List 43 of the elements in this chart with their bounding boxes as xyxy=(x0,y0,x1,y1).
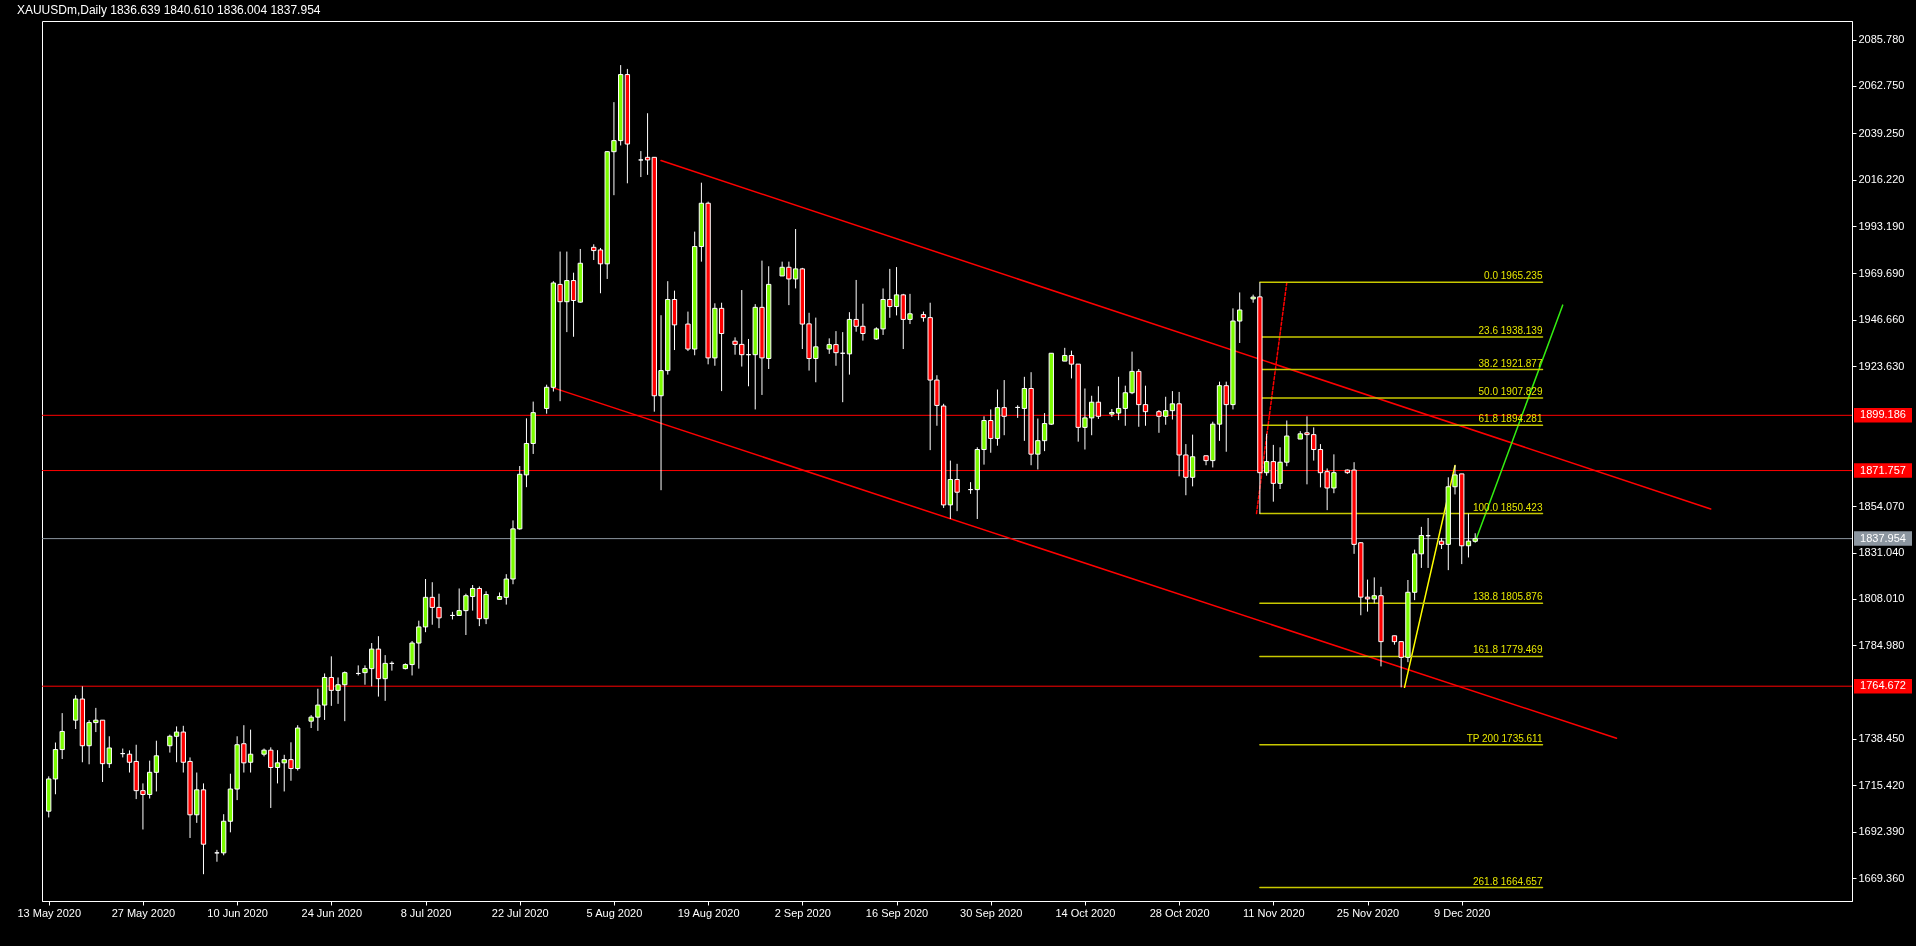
x-tick-label: 19 Aug 2020 xyxy=(677,906,740,919)
x-tick-label: 25 Nov 2020 xyxy=(1336,906,1400,919)
annotation: 0.0 1965.235 xyxy=(1484,270,1543,282)
annotation: 161.8 1779.469 xyxy=(1472,644,1543,656)
y-tick-label: 1993.190 xyxy=(1858,219,1905,232)
chart-title: XAUUSDm,Daily 1836.639 1840.610 1836.004 1837.954 xyxy=(16,3,321,17)
annotation: 261.8 1664.657 xyxy=(1472,875,1543,887)
y-tick-label: 2062.750 xyxy=(1858,79,1905,92)
y-tick-label: 1715.420 xyxy=(1858,778,1905,791)
ref-line-label: 1837.954 xyxy=(1860,531,1906,544)
y-tick-label: 1808.010 xyxy=(1858,592,1905,605)
x-tick-label: 28 Oct 2020 xyxy=(1149,906,1210,919)
y-tick-label: 1923.630 xyxy=(1858,359,1905,372)
x-tick-label: 9 Dec 2020 xyxy=(1434,906,1491,919)
ref-line-label: 1871.757 xyxy=(1860,463,1906,476)
y-tick-label: 2016.220 xyxy=(1858,173,1905,186)
x-tick-label: 22 Jul 2020 xyxy=(491,906,549,919)
x-tick-label: 2 Sep 2020 xyxy=(774,906,831,919)
y-tick-label: 2085.780 xyxy=(1858,33,1905,46)
annotation: TP 200 1735.611 xyxy=(1466,732,1543,744)
x-tick-label: 30 Sep 2020 xyxy=(960,906,1023,919)
y-tick-label: 1669.360 xyxy=(1858,871,1905,884)
x-tick-label: 24 Jun 2020 xyxy=(301,906,363,919)
y-tick-label: 1946.660 xyxy=(1858,313,1905,326)
annotation: 23.6 1938.139 xyxy=(1478,324,1543,336)
x-tick-label: 16 Sep 2020 xyxy=(865,906,929,919)
y-tick-label: 1784.980 xyxy=(1858,638,1905,651)
annotation: 138.8 1805.876 xyxy=(1472,591,1543,603)
x-tick-label: 11 Nov 2020 xyxy=(1243,906,1305,919)
ref-line-label: 1764.672 xyxy=(1860,679,1906,692)
x-tick-label: 8 Jul 2020 xyxy=(400,906,452,919)
x-tick-label: 10 Jun 2020 xyxy=(207,906,268,919)
y-tick-label: 1692.390 xyxy=(1858,825,1905,838)
y-tick-label: 1738.450 xyxy=(1858,732,1905,745)
y-tick-label: 2039.250 xyxy=(1858,126,1905,139)
x-tick-label: 27 May 2020 xyxy=(111,906,176,919)
x-tick-label: 5 Aug 2020 xyxy=(586,906,643,919)
x-tick-label: 13 May 2020 xyxy=(17,906,82,919)
y-tick-label: 1969.690 xyxy=(1858,266,1905,279)
y-tick-label: 1854.070 xyxy=(1858,499,1905,512)
x-tick-label: 14 Oct 2020 xyxy=(1055,906,1116,919)
ref-line-label: 1899.186 xyxy=(1860,408,1906,421)
y-tick-label: 1831.040 xyxy=(1858,546,1905,559)
